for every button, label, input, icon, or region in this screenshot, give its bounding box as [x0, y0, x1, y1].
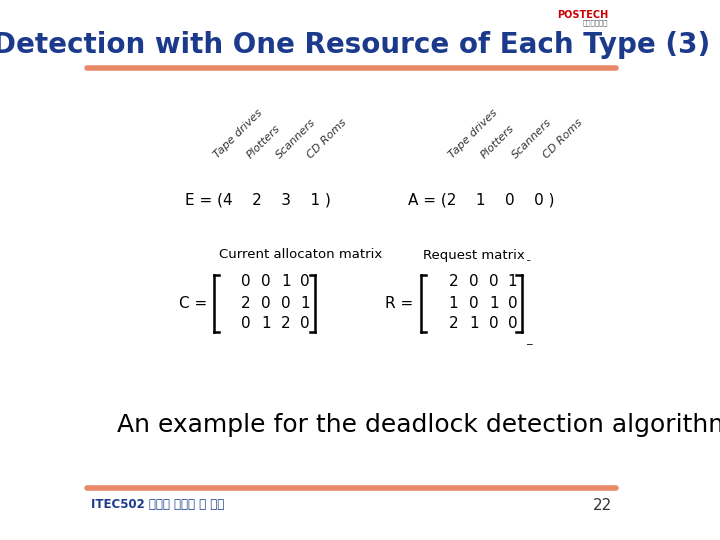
Text: 0: 0 — [261, 274, 271, 289]
Text: ㅡㅡㅡㅡㅡㅡ: ㅡㅡㅡㅡㅡㅡ — [583, 19, 608, 26]
Text: Detection with One Resource of Each Type (3): Detection with One Resource of Each Type… — [0, 31, 710, 59]
Text: An example for the deadlock detection algorithm: An example for the deadlock detection al… — [117, 413, 720, 437]
Text: 1: 1 — [281, 274, 291, 289]
Text: Current allocaton matrix: Current allocaton matrix — [220, 248, 382, 261]
Text: 1: 1 — [449, 295, 459, 310]
Text: 1: 1 — [300, 295, 310, 310]
Text: 1: 1 — [489, 295, 498, 310]
Text: Plotters: Plotters — [479, 123, 516, 160]
Text: Tape drives: Tape drives — [446, 107, 499, 160]
Text: Tape drives: Tape drives — [212, 107, 265, 160]
Text: ¯: ¯ — [526, 260, 532, 270]
Text: 0: 0 — [508, 295, 518, 310]
Text: C =: C = — [179, 295, 212, 310]
Text: 0: 0 — [281, 295, 291, 310]
Text: ITEC502 컴퓨터 시스템 및 실습: ITEC502 컴퓨터 시스템 및 실습 — [91, 498, 224, 511]
Text: _: _ — [526, 335, 532, 345]
Text: 1: 1 — [508, 274, 518, 289]
Text: 2: 2 — [449, 316, 459, 332]
Text: Request matrix: Request matrix — [423, 248, 525, 261]
Text: 0: 0 — [300, 274, 310, 289]
Text: 2: 2 — [281, 316, 291, 332]
Text: 0: 0 — [469, 274, 479, 289]
Text: Scanners: Scanners — [510, 117, 554, 160]
Text: 2: 2 — [241, 295, 251, 310]
Text: 1: 1 — [261, 316, 271, 332]
Text: 22: 22 — [593, 497, 612, 512]
Text: 2: 2 — [449, 274, 459, 289]
Text: 0: 0 — [489, 316, 498, 332]
Text: 0: 0 — [300, 316, 310, 332]
Text: 0: 0 — [241, 316, 251, 332]
Text: R =: R = — [385, 295, 418, 310]
Text: Plotters: Plotters — [245, 123, 282, 160]
Text: POSTECH: POSTECH — [557, 10, 608, 20]
Text: 0: 0 — [489, 274, 498, 289]
Text: 0: 0 — [241, 274, 251, 289]
Text: 1: 1 — [469, 316, 479, 332]
Text: CD Roms: CD Roms — [541, 117, 584, 160]
Text: Scanners: Scanners — [274, 117, 318, 160]
Text: 0: 0 — [261, 295, 271, 310]
Text: 0: 0 — [469, 295, 479, 310]
Text: 0: 0 — [508, 316, 518, 332]
Text: CD Roms: CD Roms — [305, 117, 348, 160]
Text: E = (4    2    3    1 ): E = (4 2 3 1 ) — [186, 192, 331, 207]
Text: A = (2    1    0    0 ): A = (2 1 0 0 ) — [408, 192, 555, 207]
